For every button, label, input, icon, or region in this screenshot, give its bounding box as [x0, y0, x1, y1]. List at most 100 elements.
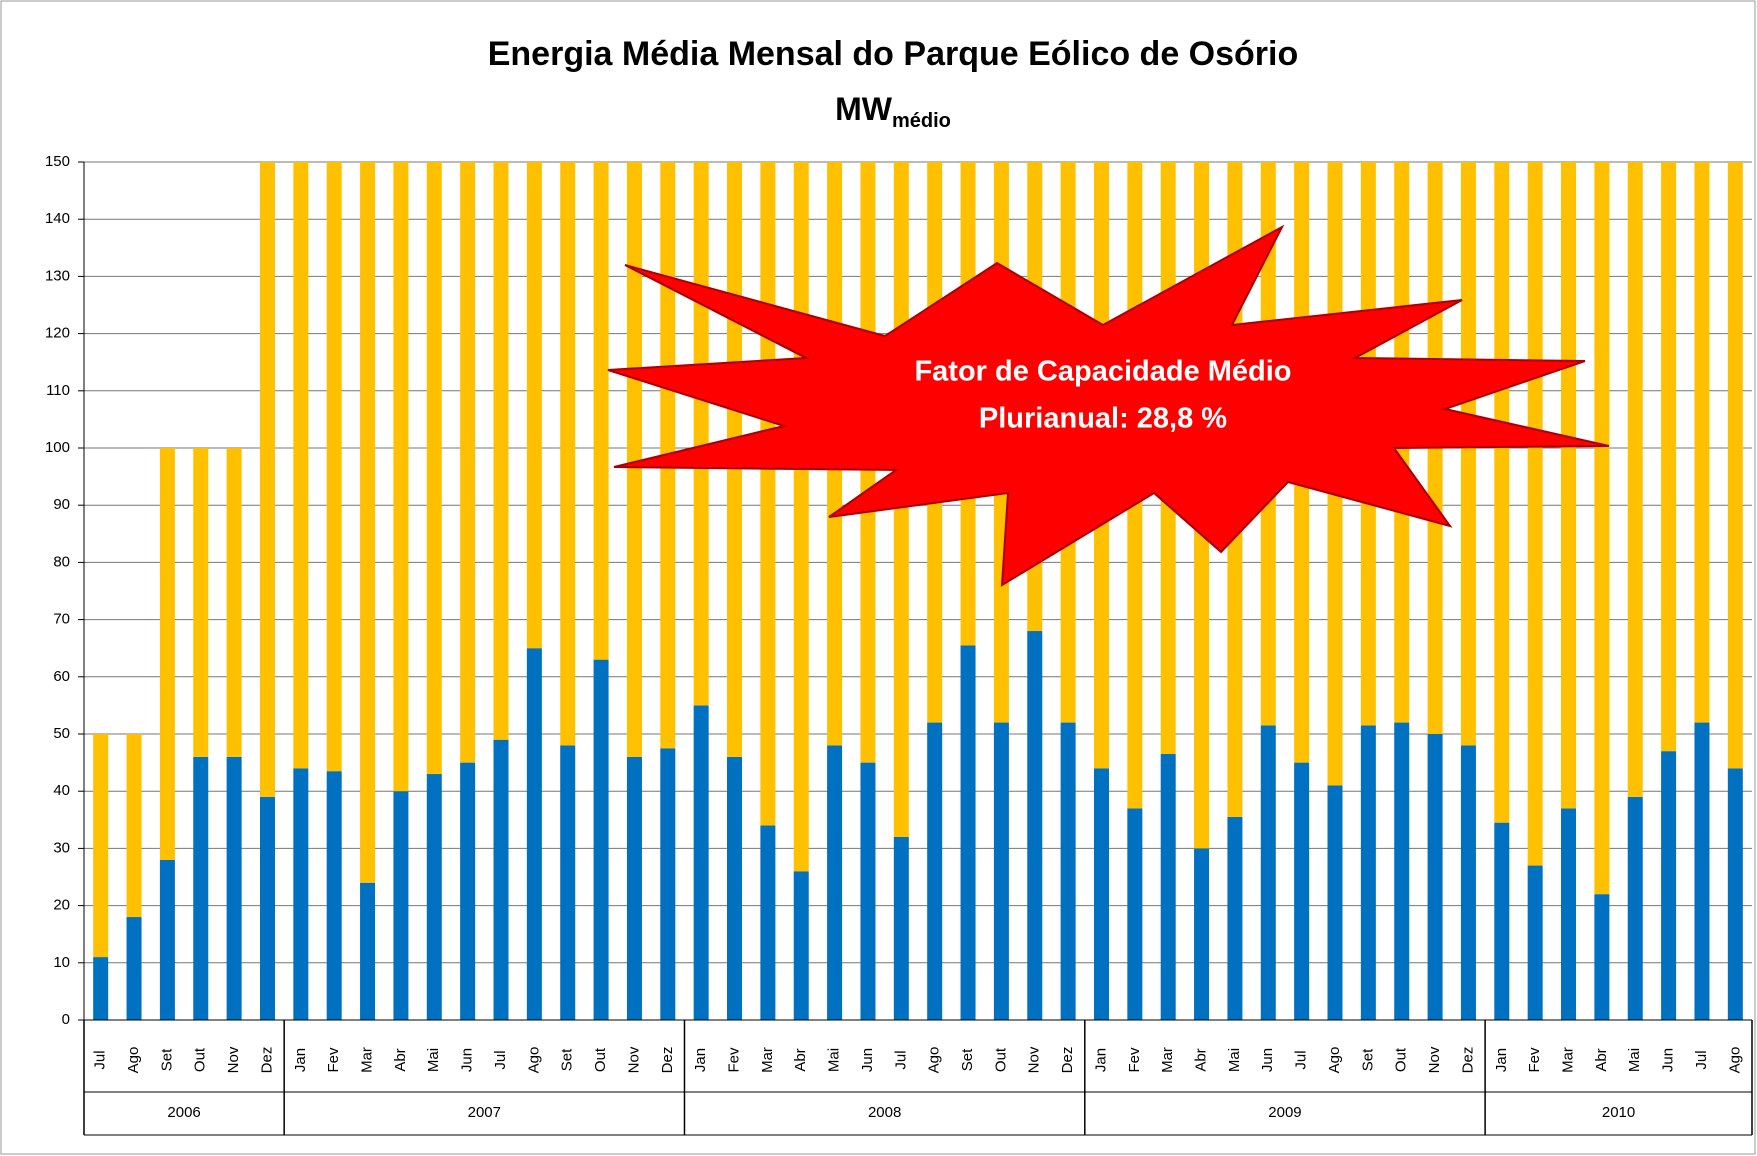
- y-tick-label: 50: [53, 725, 70, 742]
- x-tick-label: Mai: [1226, 1048, 1243, 1072]
- bar-segment: [393, 791, 409, 1020]
- bar-segment: [460, 762, 476, 1020]
- bar-segment: [526, 162, 542, 649]
- annotation: Plurianual: 28,8 %: [979, 403, 1227, 435]
- y-tick-label: 80: [53, 553, 70, 570]
- bar-segment: [960, 645, 976, 1020]
- bar-segment: [293, 768, 309, 1020]
- x-tick-label: Mar: [1159, 1047, 1176, 1073]
- bar-segment: [1427, 734, 1443, 1020]
- bar-segment: [259, 162, 275, 797]
- bar-segment: [560, 162, 576, 746]
- plot: 0 10 20 30 40 50 60 70 80 90 100 110 120 130 140 150 Jul…: [45, 153, 1753, 1136]
- starburst: [607, 224, 1610, 587]
- bar-segment: [1561, 162, 1577, 809]
- bar-segment: [793, 871, 809, 1020]
- bar-segment: [1227, 816, 1243, 1020]
- x-tick-label: Set: [559, 1048, 576, 1071]
- year-label: 2008: [868, 1104, 901, 1121]
- bar-segment: [760, 825, 776, 1020]
- x-tick-label: Fev: [325, 1047, 342, 1073]
- bar-segment: [360, 162, 376, 883]
- bar-segment: [1460, 745, 1476, 1020]
- bar-segment: [1627, 162, 1643, 797]
- bar-segment: [126, 734, 142, 918]
- x-tick-label: Ago: [1726, 1047, 1743, 1074]
- x-tick-label: Abr: [1193, 1048, 1210, 1071]
- x-tick-label: Out: [592, 1047, 609, 1072]
- x-tick-label: Dez: [1459, 1047, 1476, 1074]
- bar-segment: [1627, 796, 1643, 1020]
- x-tick-label: Abr: [1593, 1048, 1610, 1071]
- y-tick-label: 120: [45, 325, 70, 342]
- x-tick-label: Fev: [1126, 1047, 1143, 1073]
- bar-segment: [326, 162, 342, 772]
- bar-segment: [593, 659, 609, 1020]
- bar-segment: [1360, 725, 1376, 1020]
- x-tick-label: Jul: [1293, 1050, 1310, 1069]
- x-tick-label: Set: [158, 1048, 175, 1071]
- x-tick-label: Fev: [1526, 1047, 1543, 1073]
- x-tick-label: Jan: [292, 1048, 309, 1072]
- y-tick-label: 30: [53, 839, 70, 856]
- bar-segment: [1260, 725, 1276, 1020]
- bar-segment: [360, 882, 376, 1020]
- bar-segment: [193, 448, 209, 757]
- x-tick-label: Fev: [725, 1047, 742, 1073]
- bar-segment: [1294, 762, 1310, 1020]
- x-tick-label: Nov: [625, 1046, 642, 1073]
- bar-segment: [693, 162, 709, 706]
- bar-segment: [593, 162, 609, 660]
- x-tick-label: Jan: [1493, 1048, 1510, 1072]
- bar-segment: [793, 162, 809, 872]
- bar-segment: [693, 705, 709, 1020]
- bar-segment: [1661, 162, 1677, 752]
- x-tick-label: Ago: [525, 1047, 542, 1074]
- x-tick-label: Mar: [1559, 1047, 1576, 1073]
- year-label: 2006: [167, 1104, 200, 1121]
- bar-segment: [860, 762, 876, 1020]
- y-tick-label: 90: [53, 496, 70, 513]
- x-tick-label: Dez: [258, 1047, 275, 1074]
- y-tick-label: 100: [45, 439, 70, 456]
- bar-segment: [1127, 808, 1143, 1020]
- x-tick-label: Set: [959, 1048, 976, 1071]
- x-tick-label: Ago: [125, 1047, 142, 1074]
- y-tick-label: 10: [53, 954, 70, 971]
- x-tick-label: Ago: [1326, 1047, 1343, 1074]
- x-tick-label: Nov: [1026, 1046, 1043, 1073]
- bar-segment: [293, 162, 309, 769]
- y-tick-label: 130: [45, 267, 70, 284]
- x-tick-label: Jul: [892, 1050, 909, 1069]
- bar-segment: [1661, 751, 1677, 1020]
- bar-segment: [1494, 162, 1510, 823]
- bar-segment: [1093, 768, 1109, 1020]
- x-tick-label: Mai: [826, 1048, 843, 1072]
- annotation: Fator de Capacidade Médio: [914, 356, 1291, 388]
- bar-segment: [1527, 162, 1543, 866]
- x-tick-label: Mai: [425, 1048, 442, 1072]
- year-label: 2009: [1268, 1104, 1301, 1121]
- bar-segment: [159, 859, 175, 1020]
- y-tick-label: 0: [62, 1011, 70, 1028]
- bar-segment: [1027, 631, 1043, 1020]
- bar-segment: [159, 448, 175, 860]
- bar-segment: [1494, 822, 1510, 1020]
- year-label: 2007: [468, 1104, 501, 1121]
- x-tick-label: Out: [1393, 1047, 1410, 1072]
- unit-sub: médio: [892, 110, 951, 132]
- bar-segment: [927, 722, 943, 1020]
- bar-segment: [1160, 754, 1176, 1020]
- bar-segment: [326, 771, 342, 1020]
- bar-segment: [493, 162, 509, 740]
- x-tick-label: Jun: [459, 1048, 476, 1072]
- y-tick-label: 20: [53, 897, 70, 914]
- x-tick-label: Dez: [659, 1047, 676, 1074]
- bar-segment: [393, 162, 409, 792]
- bar-segment: [760, 162, 776, 826]
- y-tick-label: 150: [45, 153, 70, 170]
- bar-segment: [1060, 722, 1076, 1020]
- chart-unit: MWmédio: [835, 91, 951, 132]
- x-tick-label: Dez: [1059, 1047, 1076, 1074]
